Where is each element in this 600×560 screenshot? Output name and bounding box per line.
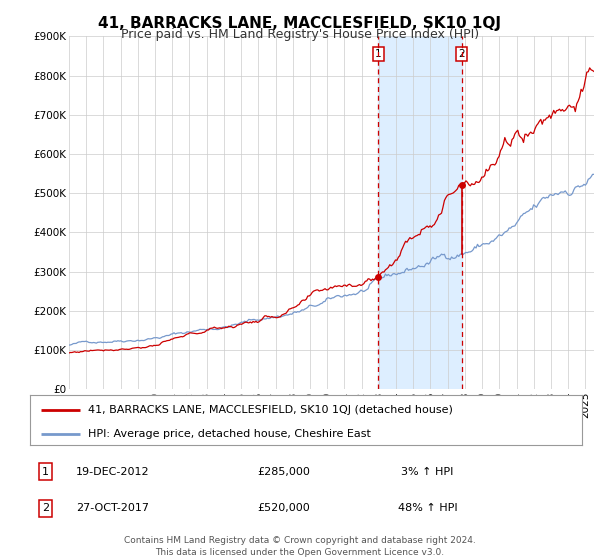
Text: Contains HM Land Registry data © Crown copyright and database right 2024.
This d: Contains HM Land Registry data © Crown c… [124, 536, 476, 557]
Text: HPI: Average price, detached house, Cheshire East: HPI: Average price, detached house, Ches… [88, 429, 371, 439]
Text: £520,000: £520,000 [257, 503, 310, 514]
Text: £285,000: £285,000 [257, 466, 310, 477]
Text: 2: 2 [42, 503, 49, 514]
Text: 19-DEC-2012: 19-DEC-2012 [76, 466, 149, 477]
Text: 2: 2 [458, 49, 465, 59]
Text: 1: 1 [42, 466, 49, 477]
Text: 48% ↑ HPI: 48% ↑ HPI [398, 503, 457, 514]
Bar [379, 36, 462, 389]
Text: Price paid vs. HM Land Registry's House Price Index (HPI): Price paid vs. HM Land Registry's House … [121, 28, 479, 41]
Text: 27-OCT-2017: 27-OCT-2017 [76, 503, 149, 514]
Text: 41, BARRACKS LANE, MACCLESFIELD, SK10 1QJ (detached house): 41, BARRACKS LANE, MACCLESFIELD, SK10 1Q… [88, 405, 453, 415]
Text: 1: 1 [375, 49, 382, 59]
Text: 41, BARRACKS LANE, MACCLESFIELD, SK10 1QJ: 41, BARRACKS LANE, MACCLESFIELD, SK10 1Q… [98, 16, 502, 31]
Text: 3% ↑ HPI: 3% ↑ HPI [401, 466, 454, 477]
